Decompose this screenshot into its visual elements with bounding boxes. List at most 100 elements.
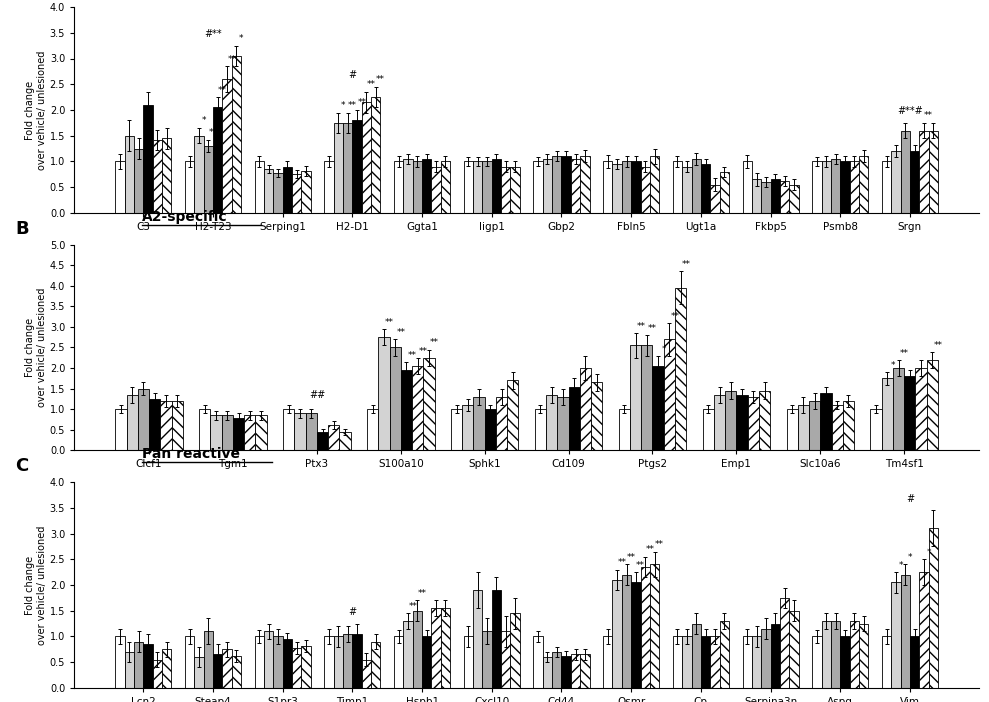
Bar [569, 387, 580, 451]
Y-axis label: Fold change
over vehicle/ unlesioned: Fold change over vehicle/ unlesioned [26, 51, 46, 170]
Bar [612, 164, 622, 213]
Bar [929, 529, 938, 688]
Bar [558, 397, 569, 451]
Bar [255, 637, 264, 688]
Bar [870, 409, 882, 451]
Bar [543, 657, 552, 688]
Bar [770, 623, 780, 688]
Bar [630, 345, 641, 451]
Bar [891, 583, 901, 688]
Bar [464, 637, 473, 688]
Bar [920, 572, 929, 688]
Bar [580, 368, 591, 451]
Bar [401, 370, 412, 451]
Bar [691, 623, 701, 688]
Bar [483, 161, 492, 213]
Bar [412, 366, 423, 451]
Bar [820, 393, 832, 451]
Bar [394, 161, 404, 213]
Bar [533, 161, 543, 213]
Bar [650, 564, 660, 688]
Bar [367, 409, 378, 451]
Bar [691, 159, 701, 213]
Bar [495, 397, 507, 451]
Y-axis label: Fold change
over vehicle/ unlesioned: Fold change over vehicle/ unlesioned [26, 288, 46, 407]
Bar [720, 621, 729, 688]
Bar [510, 614, 520, 688]
Text: *: * [662, 345, 666, 354]
Bar [316, 432, 328, 451]
Text: **: ** [627, 553, 636, 562]
Text: **: ** [357, 98, 366, 107]
Bar [328, 425, 339, 451]
Bar [302, 171, 311, 213]
Bar [378, 337, 390, 451]
Bar [185, 637, 195, 688]
Bar [752, 180, 762, 213]
Bar [641, 345, 653, 451]
Bar [858, 623, 868, 688]
Bar [306, 413, 316, 451]
Bar [195, 135, 204, 213]
Bar [441, 161, 450, 213]
Bar [352, 120, 362, 213]
Bar [125, 652, 134, 688]
Bar [786, 409, 798, 451]
Bar [822, 621, 831, 688]
Bar [339, 432, 351, 451]
Bar [324, 637, 333, 688]
Bar [901, 575, 910, 688]
Bar [812, 161, 822, 213]
Bar [581, 654, 589, 688]
Text: **: ** [408, 602, 417, 611]
Text: **: ** [681, 260, 690, 270]
Bar [473, 590, 483, 688]
Bar [371, 642, 381, 688]
Bar [552, 157, 562, 213]
Bar [492, 590, 501, 688]
Text: **: ** [376, 75, 385, 84]
Bar [843, 401, 854, 451]
Bar [910, 151, 920, 213]
Bar [743, 637, 752, 688]
Bar [762, 182, 770, 213]
Bar [543, 159, 552, 213]
Bar [743, 161, 752, 213]
Bar [464, 161, 473, 213]
Bar [737, 395, 748, 451]
Bar [891, 151, 901, 213]
Bar [152, 660, 162, 688]
Text: #: # [906, 494, 914, 503]
Bar [423, 358, 434, 451]
Bar [283, 166, 292, 213]
Bar [748, 397, 759, 451]
Bar [283, 639, 292, 688]
Bar [641, 567, 650, 688]
Bar [137, 389, 149, 451]
Text: **: ** [924, 112, 934, 120]
Bar [762, 629, 770, 688]
Bar [412, 161, 422, 213]
Text: **: ** [655, 540, 664, 549]
Bar [701, 637, 710, 688]
Bar [152, 140, 162, 213]
Bar [770, 180, 780, 213]
Bar [653, 366, 664, 451]
Bar [591, 383, 602, 451]
Bar [809, 401, 820, 451]
Bar [682, 637, 691, 688]
Bar [752, 637, 762, 688]
Bar [204, 146, 213, 213]
Bar [832, 405, 843, 451]
Text: A2-specific: A2-specific [142, 210, 227, 224]
Bar [901, 131, 910, 213]
Bar [264, 169, 273, 213]
Bar [283, 409, 295, 451]
Bar [162, 649, 171, 688]
Bar [882, 637, 891, 688]
Bar [533, 637, 543, 688]
Bar [631, 161, 641, 213]
Bar [682, 166, 691, 213]
Bar [474, 397, 485, 451]
Bar [160, 401, 171, 451]
